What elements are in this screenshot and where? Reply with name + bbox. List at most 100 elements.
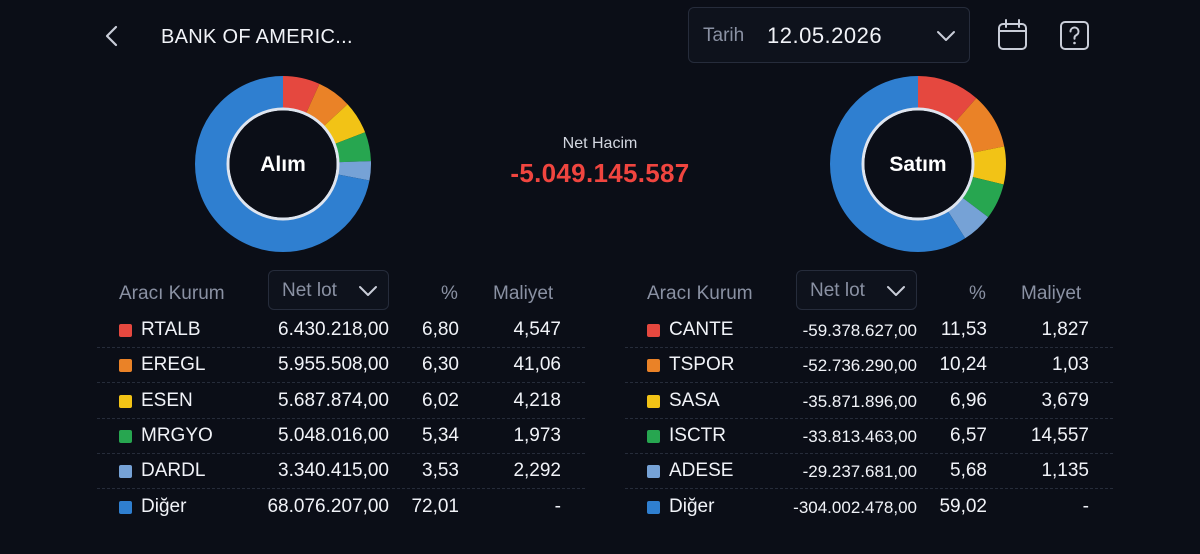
broker-code: DARDL	[141, 460, 206, 482]
cost-value: 1,03	[1052, 354, 1089, 376]
net-lot-value: 5.955.508,00	[278, 354, 389, 376]
help-button[interactable]	[1059, 19, 1090, 56]
table-row[interactable]: EREGL 5.955.508,00 6,30 41,06	[97, 348, 585, 384]
table-row[interactable]: Diğer 68.076.207,00 72,01 -	[97, 490, 585, 525]
buy-sort-dropdown[interactable]: Net lot	[268, 270, 389, 310]
broker-code: Diğer	[669, 495, 715, 517]
broker-code: CANTE	[669, 319, 734, 340]
net-lot-value: 6.430.218,00	[278, 319, 389, 340]
date-label: Tarih	[703, 25, 745, 46]
legend-swatch	[647, 465, 660, 479]
percent-value: 5,68	[950, 460, 987, 482]
percent-value: 11,53	[940, 319, 987, 340]
legend-swatch	[119, 429, 132, 443]
percent-value: 6,57	[950, 424, 987, 446]
percent-value: 10,24	[939, 354, 987, 376]
chevron-down-icon	[359, 286, 377, 296]
page-title: BANK OF AMERIC...	[161, 26, 353, 48]
percent-value: 6,80	[422, 319, 459, 340]
table-row[interactable]: ADESE -29.237.681,00 5,68 1,135	[625, 454, 1113, 490]
broker-code: ISCTR	[669, 424, 726, 446]
buy-donut-segment	[195, 76, 371, 252]
date-dropdown[interactable]: Tarih 12.05.2026	[688, 7, 970, 63]
broker-code: RTALB	[141, 319, 201, 340]
table-row[interactable]: TSPOR -52.736.290,00 10,24 1,03	[625, 348, 1113, 384]
percent-value: 5,34	[422, 424, 459, 446]
table-row[interactable]: ISCTR -33.813.463,00 6,57 14,557	[625, 419, 1113, 454]
table-row[interactable]: DARDL 3.340.415,00 3,53 2,292	[97, 454, 585, 490]
broker-code: SASA	[669, 389, 720, 411]
legend-swatch	[647, 500, 660, 514]
calendar-button[interactable]	[997, 19, 1028, 56]
buy-donut-label: Alım	[260, 153, 306, 176]
cost-value: -	[1082, 495, 1089, 517]
legend-swatch	[119, 394, 132, 408]
legend-swatch	[647, 429, 660, 443]
legend-swatch	[647, 394, 660, 408]
sell-donut-label: Satım	[889, 153, 946, 176]
buy-header-cost: Maliyet	[493, 283, 554, 304]
broker-code: ESEN	[141, 389, 193, 411]
broker-code: ADESE	[669, 460, 734, 482]
sell-sort-dropdown[interactable]: Net lot	[796, 270, 917, 310]
chevron-down-icon	[937, 31, 955, 41]
buy-donut-inner-ring	[226, 107, 340, 221]
table-row[interactable]: MRGYO 5.048.016,00 5,34 1,973	[97, 419, 585, 454]
table-row[interactable]: ESEN 5.687.874,00 6,02 4,218	[97, 384, 585, 419]
net-lot-value: -29.237.681,00	[802, 462, 917, 482]
calendar-icon	[998, 19, 1027, 50]
chevron-left-icon	[105, 25, 118, 47]
back-button[interactable]	[98, 20, 128, 52]
buy-sort-label: Net lot	[282, 280, 337, 301]
legend-swatch	[119, 359, 132, 373]
buy-header-pct: %	[441, 283, 458, 304]
sell-donut-segment	[830, 76, 1006, 252]
date-value: 12.05.2026	[767, 23, 883, 48]
broker-code: EREGL	[141, 354, 206, 376]
percent-value: 6,02	[422, 389, 459, 411]
percent-value: 3,53	[422, 460, 459, 482]
net-lot-value: -304.002.478,00	[793, 497, 917, 517]
table-row[interactable]: RTALB 6.430.218,00 6,80 4,547	[97, 313, 585, 348]
sell-header-cost: Maliyet	[1021, 283, 1082, 304]
sell-donut-segments	[830, 76, 1006, 252]
cost-value: 1,135	[1041, 460, 1089, 482]
net-lot-value: -52.736.290,00	[802, 356, 917, 376]
percent-value: 6,96	[950, 389, 987, 411]
sell-sort-label: Net lot	[810, 280, 865, 301]
question-mark-icon	[1060, 21, 1089, 50]
net-lot-value: 5.048.016,00	[278, 424, 389, 446]
cost-value: 2,292	[513, 460, 561, 482]
broker-code: Diğer	[141, 495, 187, 517]
net-volume-caption: Net Hacim	[562, 135, 638, 152]
legend-swatch	[119, 465, 132, 479]
percent-value: 72,01	[411, 495, 459, 517]
broker-code: MRGYO	[141, 424, 213, 446]
cost-value: 4,218	[513, 389, 561, 411]
table-row[interactable]: SASA -35.871.896,00 6,96 3,679	[625, 384, 1113, 419]
cost-value: 4,547	[513, 319, 561, 340]
legend-swatch	[647, 324, 660, 337]
sell-donut-inner-ring	[861, 107, 975, 221]
table-row[interactable]: Diğer -304.002.478,00 59,02 -	[625, 490, 1113, 525]
cost-value: -	[554, 495, 561, 517]
net-lot-value: 68.076.207,00	[267, 495, 389, 517]
legend-swatch	[647, 359, 660, 373]
net-lot-value: -59.378.627,00	[802, 321, 917, 340]
buy-donut-segment	[195, 76, 371, 252]
cost-value: 41,06	[513, 354, 561, 376]
net-volume-value: -5.049.145.587	[510, 158, 690, 188]
buy-header-broker: Aracı Kurum	[119, 283, 225, 304]
legend-swatch	[119, 500, 132, 514]
broker-code: TSPOR	[669, 354, 735, 376]
net-lot-value: -35.871.896,00	[802, 391, 917, 411]
sell-header-pct: %	[969, 283, 986, 304]
net-lot-value: -33.813.463,00	[802, 426, 917, 446]
chevron-down-icon	[887, 286, 905, 296]
percent-value: 59,02	[939, 495, 987, 517]
buy-donut-segments	[195, 76, 371, 252]
sell-donut-chart: Satım	[830, 76, 1006, 252]
table-row[interactable]: CANTE -59.378.627,00 11,53 1,827	[625, 313, 1113, 348]
buy-donut-chart: Alım	[195, 76, 371, 252]
